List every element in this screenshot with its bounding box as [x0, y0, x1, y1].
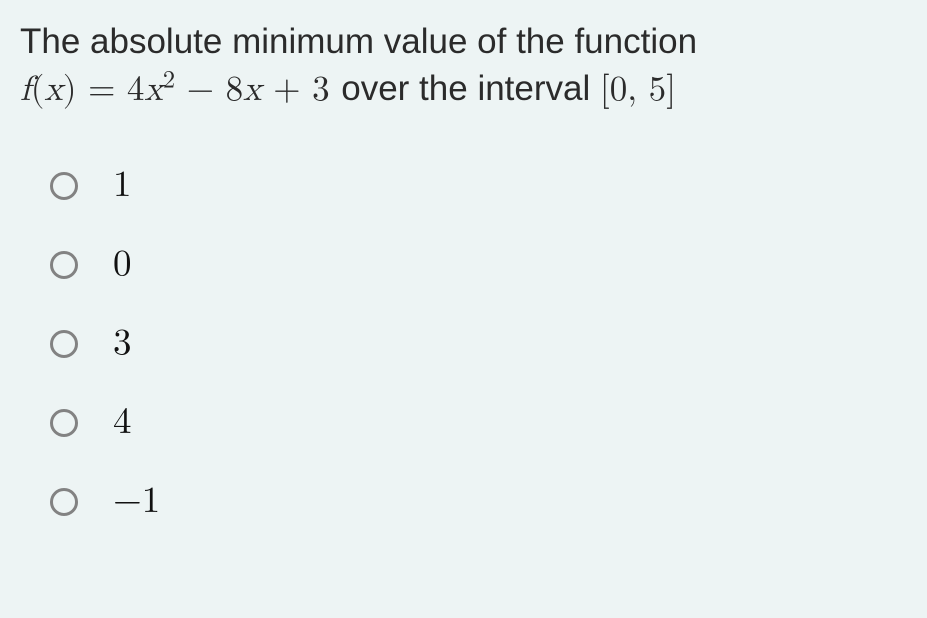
formula-exp: 2	[163, 68, 175, 93]
option-2[interactable]: 0	[50, 243, 907, 287]
option-5[interactable]: −1	[50, 480, 907, 524]
formula-var-1: x	[44, 72, 62, 107]
option-3[interactable]: 3	[50, 322, 907, 366]
option-label: 3	[113, 322, 132, 366]
radio-icon[interactable]	[50, 409, 78, 437]
radio-icon[interactable]	[50, 488, 78, 516]
question-tail: over the interval	[341, 69, 600, 108]
formula-var-3: x	[243, 72, 261, 107]
formula-var-2: x	[144, 72, 162, 107]
formula-close: )	[63, 72, 77, 107]
question-text: The absolute minimum value of the functi…	[20, 18, 907, 114]
option-4[interactable]: 4	[50, 401, 907, 445]
option-1[interactable]: 1	[50, 164, 907, 208]
question-interval: [0, 5]	[600, 72, 676, 107]
radio-icon[interactable]	[50, 330, 78, 358]
formula-open: (	[31, 72, 45, 107]
option-label: 4	[113, 401, 132, 445]
question-intro: The absolute minimum value of the functi…	[20, 22, 697, 61]
formula-after: + 3	[262, 72, 330, 107]
options-list: 1 0 3 4 −1	[20, 164, 907, 524]
option-label: 0	[113, 243, 132, 287]
formula-mid: − 8	[175, 72, 243, 107]
formula-fn: f	[20, 72, 31, 107]
formula-eq: = 4	[76, 72, 144, 107]
option-label: −1	[113, 480, 160, 524]
option-label: 1	[113, 164, 132, 208]
radio-icon[interactable]	[50, 172, 78, 200]
radio-icon[interactable]	[50, 251, 78, 279]
question-formula: f(x) = 4x2 − 8x + 3	[20, 72, 341, 107]
